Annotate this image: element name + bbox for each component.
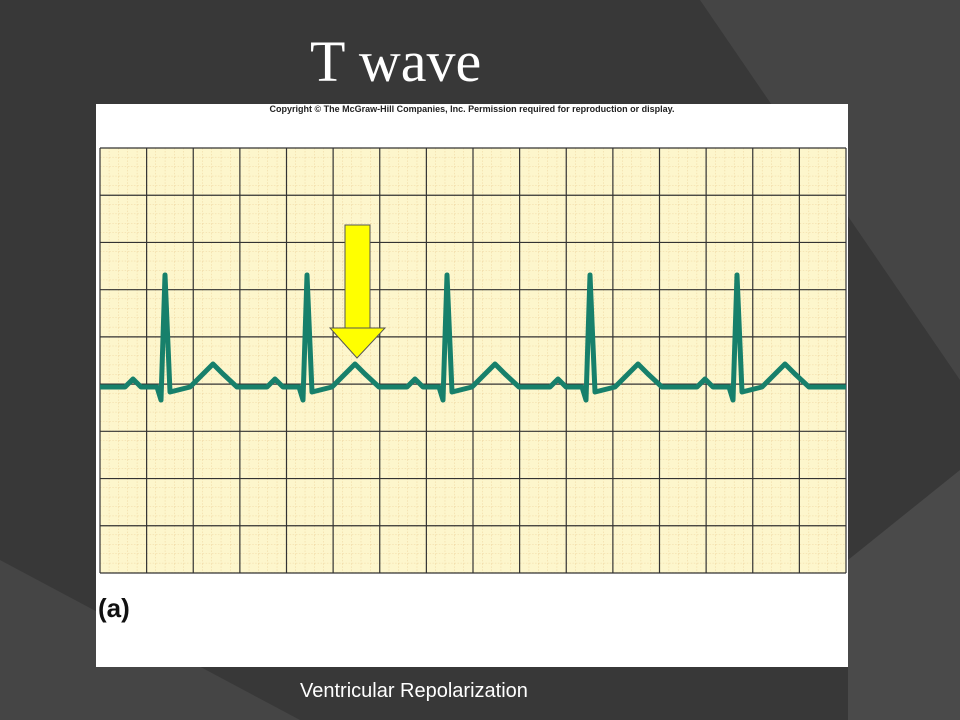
caption: Ventricular Repolarization: [300, 680, 528, 702]
arrow: [328, 224, 387, 359]
copyright: Copyright © The McGraw-Hill Companies, I…: [269, 104, 675, 114]
panel-label: (a): [98, 593, 130, 623]
slide-title: T wave: [310, 29, 482, 94]
ecg-trace: [100, 272, 846, 403]
